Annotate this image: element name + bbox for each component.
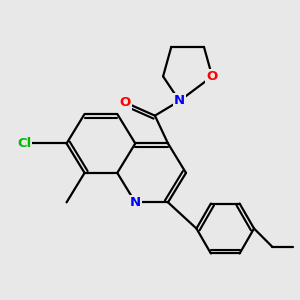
Text: O: O [120,96,131,109]
Text: Cl: Cl [17,137,31,150]
Text: O: O [206,70,218,83]
Text: N: N [174,94,185,107]
Text: N: N [130,196,141,209]
